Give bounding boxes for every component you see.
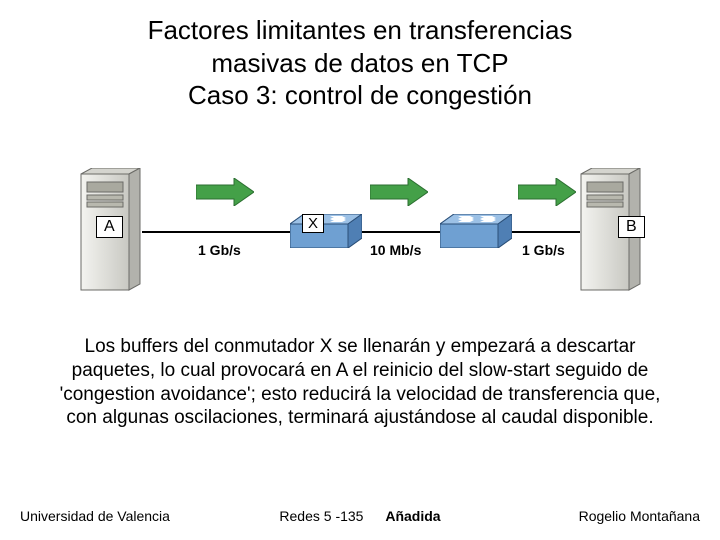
link-label-2: 10 Mb/s	[370, 242, 421, 258]
title-line1: Factores limitantes en transferencias	[148, 15, 573, 45]
server-b-label: B	[618, 216, 645, 238]
link-x-r	[362, 231, 440, 233]
footer-page: Redes 5 -135	[279, 508, 363, 524]
flow-arrow-1	[196, 178, 254, 206]
link-a-x	[142, 231, 290, 233]
switch-x	[290, 214, 362, 248]
flow-arrow-2	[370, 178, 428, 206]
server-a-label: A	[96, 216, 123, 238]
footer-right: Rogelio Montañana	[579, 508, 700, 524]
slide-footer: Universidad de Valencia Redes 5 -135 Aña…	[0, 508, 720, 530]
title-line3: Caso 3: control de congestión	[188, 80, 532, 110]
flow-arrow-3	[518, 178, 576, 206]
slide-title: Factores limitantes en transferencias ma…	[0, 0, 720, 112]
switch-right	[440, 214, 512, 248]
link-label-1: 1 Gb/s	[198, 242, 241, 258]
footer-added: Añadida	[385, 508, 440, 524]
description-text: Los buffers del conmutador X se llenarán…	[50, 335, 670, 430]
switch-x-label: X	[302, 214, 324, 233]
network-diagram: A B X	[0, 158, 720, 318]
link-label-3: 1 Gb/s	[522, 242, 565, 258]
link-r-b	[512, 231, 580, 233]
title-line2: masivas de datos en TCP	[211, 48, 508, 78]
